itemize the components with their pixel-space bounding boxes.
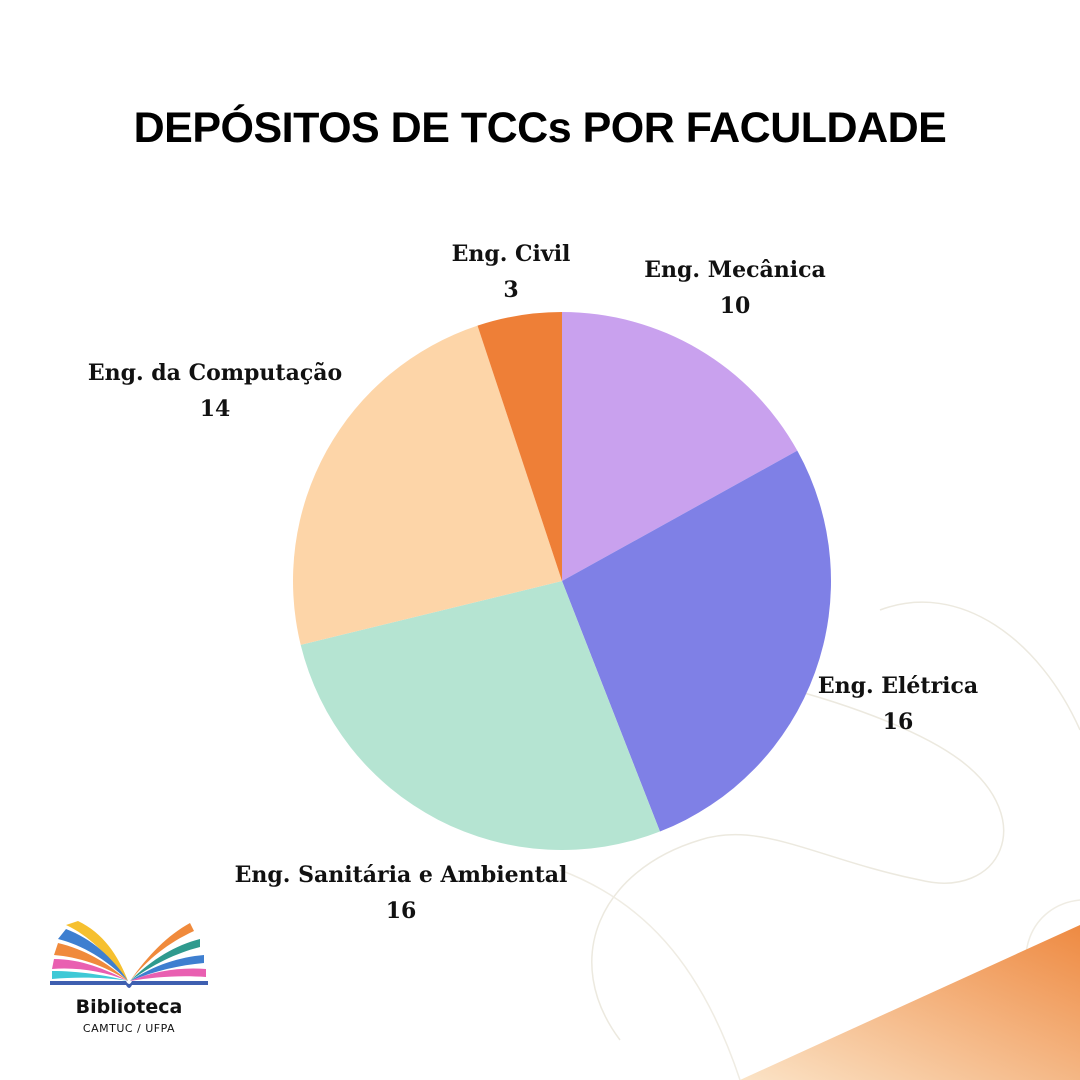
page-title: DEPÓSITOS DE TCCs POR FACULDADE [133,104,947,152]
open-book-logo-icon [50,921,208,988]
slice-label-text: Eng. da Computação [87,360,343,386]
slice-label-value: 10 [719,293,751,319]
slice-label-value: 3 [503,277,519,303]
slice-label-text: Eng. Elétrica [817,673,979,699]
pie-slice [293,325,562,645]
pie-slice [300,581,660,850]
slice-label-text: Eng. Civil [451,241,571,267]
slice-label-computacao: Eng. da Computação 14 [88,355,342,427]
pie-slice [562,312,798,581]
slice-label-mecanica: Eng. Mecânica 10 [644,252,825,324]
slice-label-text: Eng. Sanitária e Ambiental [234,862,568,888]
brand-name: Biblioteca [75,996,183,1018]
corner-accent-shape [740,925,1080,1080]
pie-slice [562,450,831,832]
slice-label-eletrica: Eng. Elétrica 16 [818,668,978,740]
slice-label-value: 16 [385,898,417,924]
pie-slice [477,312,562,581]
brand-subtitle: CAMTUC / UFPA [82,1022,176,1035]
slice-label-civil: Eng. Civil 3 [452,236,571,308]
slice-label-value: 14 [199,396,231,422]
slice-label-sanitaria: Eng. Sanitária e Ambiental 16 [235,857,568,929]
slice-label-text: Eng. Mecânica [644,257,826,283]
decorative-swirl [879,601,1080,731]
decorative-swirl [559,869,741,1080]
slice-label-value: 16 [882,709,914,735]
